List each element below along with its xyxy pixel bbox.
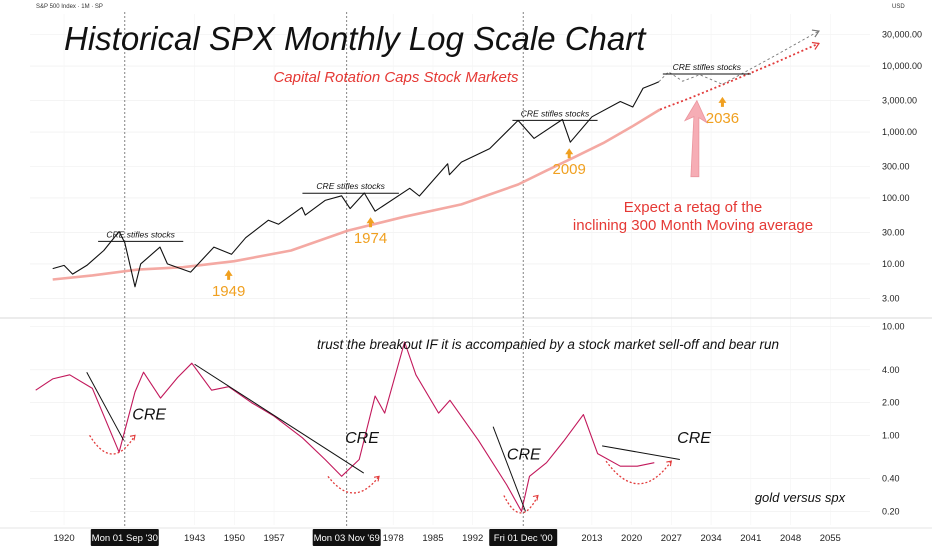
cre-label: CRE [132,406,166,423]
year-arrow-icon [224,269,233,280]
expectation-line-2: inclining 300 Month Moving average [573,217,813,234]
price-axis-tick: 300.00 [882,162,910,172]
cursor-date-label: Mon 01 Sep '30 [92,533,158,544]
pink-arrow-icon [683,99,708,178]
cre-label: CRE [677,430,711,447]
price-axis-tick: 3,000.00 [882,96,917,106]
currency-label: USD [892,4,905,10]
cursor-date-badge [90,529,159,546]
cre-label: CRE [345,430,379,447]
price-axis-tick: 30,000.00 [882,30,922,40]
time-axis-tick: 1920 [53,533,74,544]
ratio-axis-tick: 4.00 [882,365,900,375]
cre-stifles-label: CRE stifles stocks [106,229,175,239]
gold-spx-ratio-line [35,341,655,512]
cursor-date-label: Fri 01 Dec '00 [494,533,553,544]
ratio-axis-tick: 0.40 [882,474,900,484]
price-axis-tick: 3.00 [882,293,900,303]
cursor-date-badge [312,529,381,546]
ratio-axis-tick: 10.00 [882,322,905,332]
chart-subtitle: Capital Rotation Caps Stock Markets [273,69,519,86]
path-arrowhead [811,29,820,38]
expectation-line-1: Expect a retag of the [624,199,762,216]
ratio-axis-tick: 0.20 [882,506,900,516]
arc-arrowhead [129,434,136,441]
arc-arrowhead [666,460,673,467]
time-axis-tick: 2034 [701,533,722,544]
arc-arrowhead [532,494,539,501]
year-label: 2009 [553,161,586,178]
projected-ma-line [659,42,820,111]
moving-average-line [52,108,661,281]
year-arrow-icon [366,217,375,228]
bottoming-arc [503,495,539,514]
panel-label-gold-vs-spx: gold versus spx [755,490,846,505]
time-axis-tick: 2013 [581,533,602,544]
year-label: 1949 [212,283,245,300]
chart-title: Historical SPX Monthly Log Scale Chart [64,20,647,57]
time-axis-tick: 2027 [661,533,682,544]
time-axis-tick: 2055 [820,533,841,544]
time-axis-tick: 2048 [780,533,801,544]
year-label: 2036 [706,110,739,127]
time-axis-tick: 1957 [263,533,284,544]
bottoming-arc [605,460,672,485]
cre-stifles-label: CRE stifles stocks [316,181,385,191]
downtrend-line [194,363,365,474]
projected-price-path [658,30,820,85]
cursor-date-label: Mon 03 Nov '69 [314,533,380,544]
price-axis-tick: 10,000.00 [882,61,922,71]
price-axis-tick: 1,000.00 [882,127,917,137]
year-arrow-icon [565,148,574,159]
price-axis-tick: 100.00 [882,193,910,203]
downtrend-line [492,426,526,512]
time-axis-tick: 2041 [740,533,761,544]
downtrend-line [602,445,680,460]
cre-stifles-label: CRE stifles stocks [521,108,590,118]
price-axis-tick: 30.00 [882,227,905,237]
price-axis-tick: 10.00 [882,259,905,269]
cre-stifles-label: CRE stifles stocks [673,62,742,72]
projection-arrowhead [811,41,820,50]
year-label: 1974 [354,230,387,247]
cre-label: CRE [507,446,541,463]
ratio-axis-tick: 2.00 [882,398,900,408]
spx-price-line [52,81,660,288]
breakout-note: trust the breakout IF it is accompanied … [317,337,779,352]
time-axis-tick: 1978 [383,533,404,544]
time-axis-tick: 2020 [621,533,642,544]
time-axis-tick: 1985 [422,533,443,544]
bottoming-arc [89,434,136,455]
arc-arrowhead [373,475,380,482]
year-arrow-icon [718,96,727,107]
cursor-date-badge [489,529,558,546]
time-axis-tick: 1943 [184,533,205,544]
time-axis-tick: 1950 [224,533,245,544]
time-axis-tick: 1992 [462,533,483,544]
ratio-axis-tick: 1.00 [882,430,900,440]
downtrend-line [86,371,125,441]
symbol-header: S&P 500 Index · 1M · SP [36,4,103,10]
